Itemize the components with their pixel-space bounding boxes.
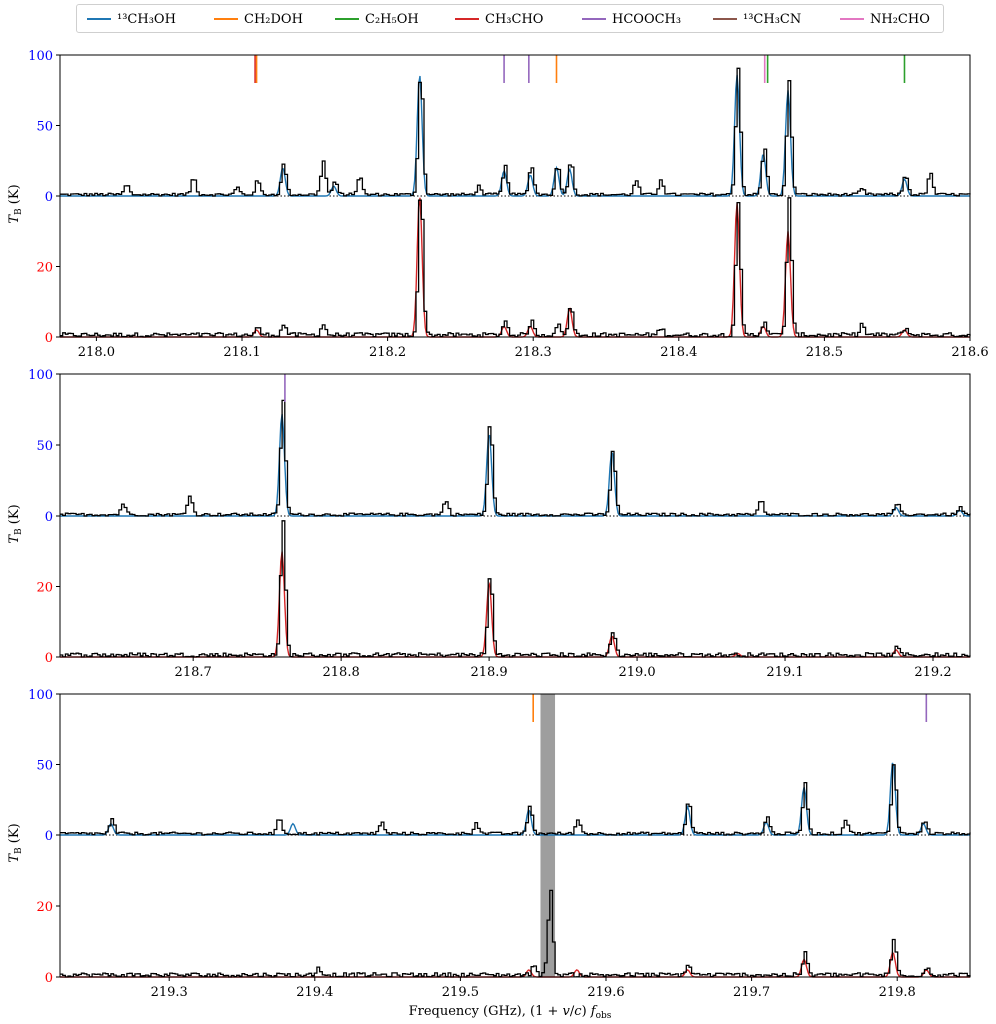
xtick-label-218.8: 218.8 bbox=[323, 665, 360, 680]
ytick-label-lower-0: 0 bbox=[45, 331, 53, 346]
xtick-label-218.0: 218.0 bbox=[78, 345, 115, 360]
ytick-label-upper-50: 50 bbox=[36, 120, 53, 135]
ytick-label-upper-100: 100 bbox=[28, 368, 53, 383]
xtick-label-219.2: 219.2 bbox=[914, 665, 951, 680]
legend-label-c2h5oh: C₂H₅OH bbox=[365, 11, 419, 27]
xtick-label-218.7: 218.7 bbox=[175, 665, 212, 680]
observed-lower-panel-3 bbox=[60, 889, 971, 978]
xtick-label-219.4: 219.4 bbox=[296, 985, 333, 1000]
xtick-label-218.9: 218.9 bbox=[470, 665, 507, 680]
ytick-label-lower-0: 0 bbox=[45, 651, 53, 666]
x-axis-label: Frequency (GHz), (1 + v/c) fobs bbox=[409, 1004, 612, 1021]
observed-upper-panel-2 bbox=[60, 399, 971, 517]
xtick-label-219.3: 219.3 bbox=[151, 985, 188, 1000]
legend-item-13ch3oh: ¹³CH₃OH bbox=[87, 11, 176, 27]
xtick-label-219.5: 219.5 bbox=[442, 985, 479, 1000]
observed-lower-panel-2 bbox=[60, 520, 971, 658]
xtick-label-219.8: 219.8 bbox=[879, 985, 916, 1000]
legend-swatch-13ch3oh bbox=[87, 18, 111, 20]
xtick-label-219.7: 219.7 bbox=[733, 985, 770, 1000]
xtick-label-218.6: 218.6 bbox=[951, 345, 988, 360]
legend-item-nh2cho: NH₂CHO bbox=[840, 11, 930, 27]
model-13ch3oh-panel-1 bbox=[60, 74, 970, 197]
y-axis-label-1: TB (K) bbox=[7, 184, 24, 223]
legend-swatch-ch3cho bbox=[455, 18, 479, 20]
ytick-label-upper-0: 0 bbox=[45, 829, 53, 844]
model-ch3cho-panel-1 bbox=[60, 197, 970, 338]
legend-item-hcooch3: HCOOCH₃ bbox=[582, 11, 681, 27]
legend-swatch-ch2doh bbox=[214, 18, 238, 20]
ytick-label-upper-0: 0 bbox=[45, 510, 53, 525]
y-axis-label-2: TB (K) bbox=[7, 504, 24, 543]
model-13ch3oh-panel-2 bbox=[60, 414, 970, 517]
legend-item-13ch3cn: ¹³CH₃CN bbox=[713, 11, 801, 27]
legend-label-ch2doh: CH₂DOH bbox=[244, 11, 303, 27]
xtick-label-219.1: 219.1 bbox=[766, 665, 803, 680]
ytick-label-lower-0: 0 bbox=[45, 971, 53, 986]
legend-swatch-nh2cho bbox=[840, 18, 864, 20]
ytick-label-upper-0: 0 bbox=[45, 190, 53, 205]
ytick-label-upper-100: 100 bbox=[28, 688, 53, 703]
legend: ¹³CH₃OH CH₂DOH C₂H₅OH CH₃CHO HCOOCH₃ ¹³C… bbox=[76, 4, 944, 33]
ytick-label-upper-50: 50 bbox=[36, 439, 53, 454]
legend-item-ch3cho: CH₃CHO bbox=[455, 11, 543, 27]
legend-label-nh2cho: NH₂CHO bbox=[870, 11, 930, 27]
xtick-label-218.3: 218.3 bbox=[515, 345, 552, 360]
xtick-label-219.6: 219.6 bbox=[587, 985, 624, 1000]
xtick-label-218.1: 218.1 bbox=[223, 345, 260, 360]
legend-item-ch2doh: CH₂DOH bbox=[214, 11, 303, 27]
model-13ch3oh-panel-3 bbox=[60, 762, 970, 836]
ytick-label-upper-100: 100 bbox=[28, 49, 53, 64]
ytick-label-lower-20: 20 bbox=[36, 900, 53, 915]
y-axis-label-3: TB (K) bbox=[7, 823, 24, 862]
legend-label-ch3cho: CH₃CHO bbox=[485, 11, 544, 27]
observed-upper-panel-1 bbox=[60, 67, 971, 197]
ytick-label-upper-50: 50 bbox=[36, 759, 53, 774]
legend-swatch-hcooch3 bbox=[582, 18, 606, 20]
xtick-label-219.0: 219.0 bbox=[618, 665, 655, 680]
legend-swatch-c2h5oh bbox=[335, 18, 359, 20]
observed-upper-panel-3 bbox=[60, 764, 971, 836]
legend-label-13ch3cn: ¹³CH₃CN bbox=[743, 11, 802, 27]
legend-item-c2h5oh: C₂H₅OH bbox=[335, 11, 419, 27]
xtick-label-218.4: 218.4 bbox=[660, 345, 697, 360]
ytick-label-lower-20: 20 bbox=[36, 261, 53, 276]
legend-swatch-13ch3cn bbox=[713, 18, 737, 20]
ytick-label-lower-20: 20 bbox=[36, 581, 53, 596]
legend-label-13ch3oh: ¹³CH₃OH bbox=[117, 11, 176, 27]
legend-label-hcooch3: HCOOCH₃ bbox=[612, 11, 682, 27]
observed-lower-panel-1 bbox=[60, 197, 971, 338]
xtick-label-218.5: 218.5 bbox=[806, 345, 843, 360]
xtick-label-218.2: 218.2 bbox=[369, 345, 406, 360]
model-ch3cho-panel-2 bbox=[60, 551, 970, 658]
